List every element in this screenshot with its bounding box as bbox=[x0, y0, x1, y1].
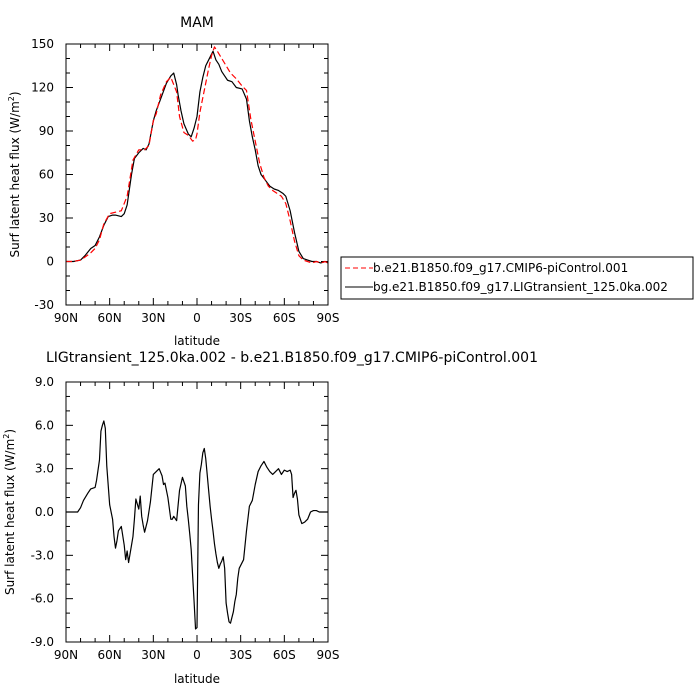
bottom-x-axis-label: latitude bbox=[174, 672, 220, 686]
top-plot-frame bbox=[65, 43, 329, 306]
bottom-chart-panel: LIGtransient_125.0ka.002 - b.e21.B1850.f… bbox=[2, 350, 538, 686]
bottom-x-tick-label: 0 bbox=[193, 648, 201, 662]
bottom-x-tick-label: 30N bbox=[141, 648, 165, 662]
top-y-tick-label: -30 bbox=[34, 298, 54, 312]
bottom-chart-title: LIGtransient_125.0ka.002 - b.e21.B1850.f… bbox=[46, 350, 538, 366]
legend-label-lig: bg.e21.B1850.f09_g17.LIGtransient_125.0k… bbox=[373, 280, 668, 294]
bottom-y-tick-label: 6.0 bbox=[35, 418, 54, 432]
bottom-x-tick-label: 90N bbox=[54, 648, 78, 662]
top-y-tick-label: 150 bbox=[31, 37, 54, 51]
top-y-tick-label: 120 bbox=[31, 81, 54, 95]
top-x-axis-label: latitude bbox=[174, 334, 220, 348]
top-x-tick-label: 0 bbox=[193, 311, 201, 325]
bottom-y-tick-label: -6.0 bbox=[31, 592, 54, 606]
top-x-tick-label: 90N bbox=[54, 311, 78, 325]
bottom-y-tick-label: -9.0 bbox=[31, 635, 54, 649]
top-y-axis-label: Surf latent heat flux (W/m2) bbox=[7, 91, 22, 257]
bottom-ticks: 90N 60N 30N 0 30S 60S 90S 9.0 6.0 3.0 0.0 -3.0 -6.0 -… bbox=[31, 375, 340, 662]
top-x-tick-label: 90S bbox=[317, 311, 340, 325]
top-series-group bbox=[66, 46, 329, 264]
top-y-tick-label: 30 bbox=[39, 211, 54, 225]
bottom-plot-frame bbox=[65, 381, 329, 643]
top-x-tick-label: 60N bbox=[98, 311, 122, 325]
bottom-series-line-0 bbox=[66, 420, 328, 630]
top-x-tick-label: 30N bbox=[141, 311, 165, 325]
bottom-y-tick-label: 9.0 bbox=[35, 375, 54, 389]
legend-label-pi: b.e21.B1850.f09_g17.CMIP6-piControl.001 bbox=[373, 261, 628, 275]
bottom-x-tick-label: 60S bbox=[273, 648, 296, 662]
top-x-tick-label: 60S bbox=[273, 311, 296, 325]
top-y-tick-label: 0 bbox=[46, 255, 54, 269]
bottom-y-axis-label: Surf latent heat flux (W/m2) bbox=[2, 429, 17, 595]
top-y-tick-label: 90 bbox=[39, 124, 54, 138]
top-series-line-1 bbox=[66, 50, 329, 264]
bottom-y-tick-label: -3.0 bbox=[31, 548, 54, 562]
top-x-tick-label: 30S bbox=[229, 311, 252, 325]
top-series-line-0 bbox=[66, 46, 329, 264]
top-y-tick-label: 60 bbox=[39, 168, 54, 182]
legend-box bbox=[340, 256, 694, 300]
bottom-x-tick-label: 30S bbox=[229, 648, 252, 662]
bottom-y-tick-label: 0.0 bbox=[35, 505, 54, 519]
bottom-y-tick-label: 3.0 bbox=[35, 462, 54, 476]
top-chart-title: MAM bbox=[180, 15, 214, 31]
legend: b.e21.B1850.f09_g17.CMIP6-piControl.001 … bbox=[340, 256, 694, 300]
top-ticks: 90N 60N 30N 0 30S 60S 90S 150 120 90 60 30 0 -30 bbox=[31, 37, 339, 325]
bottom-x-tick-label: 60N bbox=[98, 648, 122, 662]
top-chart-panel: MAM 90N 60N 30N 0 30S 60S 90S1501209060300-30 … bbox=[7, 15, 339, 348]
bottom-x-tick-label: 90S bbox=[317, 648, 340, 662]
bottom-series-group bbox=[66, 420, 328, 630]
